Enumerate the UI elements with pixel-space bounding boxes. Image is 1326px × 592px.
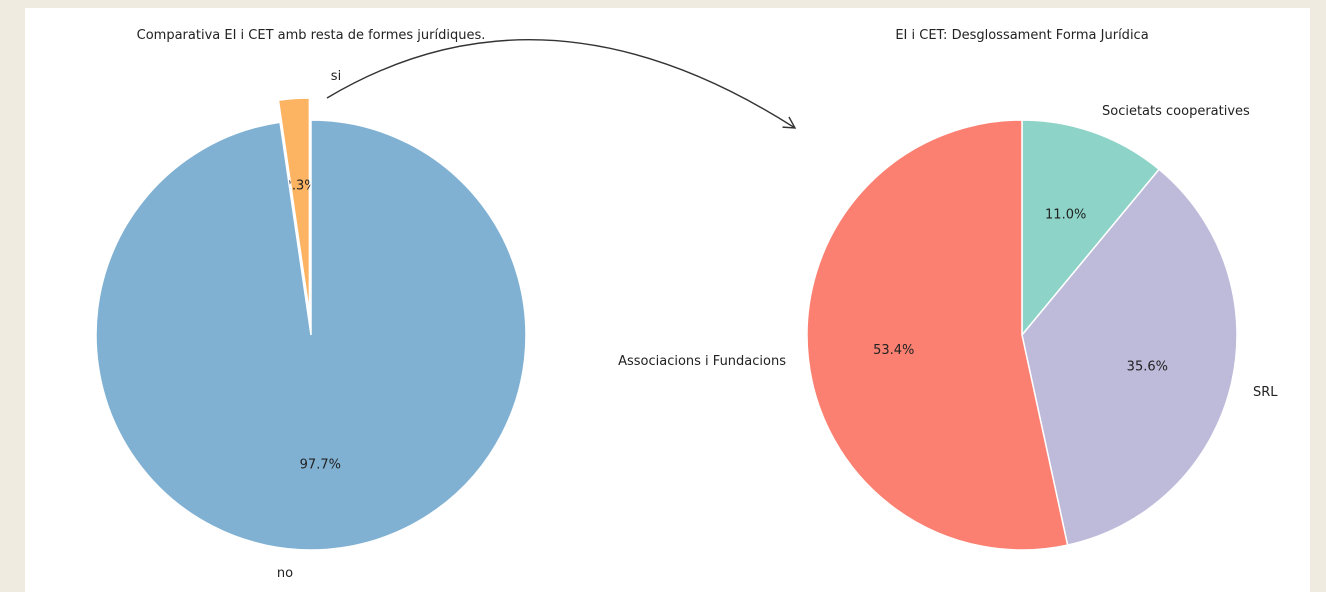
pie-slice-associacions-i-fundacions bbox=[806, 119, 1069, 551]
pie-category-label-associacions-i-fundacions: Associacions i Fundacions bbox=[618, 354, 786, 369]
pie-slice-no bbox=[95, 119, 527, 551]
figure-panel: Comparativa EI i CET amb resta de formes… bbox=[25, 8, 1310, 592]
pie-category-label-si: si bbox=[331, 69, 341, 84]
pie-pct-label-no: 97.7% bbox=[300, 458, 341, 473]
pie-pct-label-si: 2.3% bbox=[284, 178, 317, 193]
pie-pct-label-societats-cooperatives: 11.0% bbox=[1045, 208, 1086, 223]
pie-slice-si bbox=[277, 97, 311, 314]
left-chart-title: Comparativa EI i CET amb resta de formes… bbox=[137, 28, 486, 43]
figure-canvas: Comparativa EI i CET amb resta de formes… bbox=[95, 28, 1278, 581]
left-pie: 2.3% si 97.7% no bbox=[95, 69, 527, 581]
pie-slice-societats-cooperatives bbox=[1021, 119, 1161, 338]
pie-category-label-srl: SRL bbox=[1253, 385, 1278, 400]
pie-category-label-societats-cooperatives: Societats cooperatives bbox=[1102, 104, 1250, 119]
connector-arrow bbox=[326, 39, 797, 129]
pie-slice-srl bbox=[1021, 168, 1238, 547]
pie-pct-label-associacions-i-fundacions: 53.4% bbox=[873, 343, 914, 358]
right-chart-title: EI i CET: Desglossament Forma Jurídica bbox=[895, 28, 1148, 43]
pie-pct-label-srl: 35.6% bbox=[1127, 360, 1168, 375]
pie-category-label-no: no bbox=[277, 566, 293, 581]
right-pie: 11.0% Societats cooperatives 35.6% SRL 53.4%… bbox=[618, 104, 1278, 551]
